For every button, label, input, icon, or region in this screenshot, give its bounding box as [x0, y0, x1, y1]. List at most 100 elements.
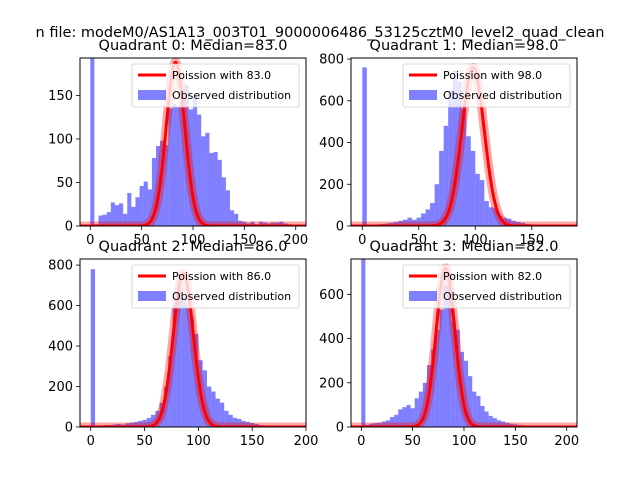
y-tick-label: 0	[65, 220, 73, 235]
histogram-bar	[484, 200, 489, 226]
histogram-bar	[416, 217, 422, 226]
histogram-bar	[430, 203, 435, 226]
histogram-bar	[448, 90, 453, 226]
histogram-bar	[520, 222, 526, 226]
x-tick-label: 100	[186, 434, 211, 449]
histogram-bar	[464, 360, 469, 427]
y-tick-label: 0	[336, 421, 344, 436]
y-tick-label: 200	[48, 380, 73, 395]
legend-label-poisson: Poission with 86.0	[172, 270, 271, 283]
poisson-curve	[80, 60, 306, 226]
histogram-bar	[114, 205, 120, 226]
histogram-bar	[125, 423, 130, 427]
x-tick-label: 200	[283, 233, 308, 248]
histogram-bar	[470, 150, 476, 226]
x-tick-label: 0	[357, 434, 365, 449]
histogram-bar	[258, 221, 263, 226]
histogram-bar	[225, 190, 230, 226]
histogram-bar	[164, 145, 169, 226]
histogram-bar	[138, 420, 143, 427]
legend-patch-swatch	[409, 291, 437, 301]
histogram-bar	[194, 333, 199, 427]
legend-label-observed: Observed distribution	[172, 290, 291, 303]
histogram-bar	[156, 145, 161, 226]
histogram-bar	[271, 222, 276, 226]
y-tick-label: 100	[48, 132, 73, 147]
legend-label-observed: Observed distribution	[172, 89, 291, 102]
histogram-bar	[209, 152, 214, 226]
histogram-bar	[151, 158, 157, 226]
histogram-bar	[279, 221, 284, 226]
histogram-bar	[493, 208, 498, 226]
plot-area	[351, 259, 577, 427]
histogram-bar	[466, 136, 471, 226]
subplot-title: Quadrant 1: Median=98.0	[370, 38, 559, 54]
histogram-bar	[461, 109, 467, 226]
histogram-bar	[98, 215, 103, 226]
histogram-bar	[509, 423, 514, 427]
histogram-bar	[201, 136, 206, 226]
legend: Poission with 83.0 Observed distribution	[131, 63, 300, 108]
figure-title: n file: modeM0/AS1A13_003T01_9000006486_…	[36, 25, 605, 41]
histogram-bar	[475, 173, 480, 226]
y-tick-label: 400	[48, 340, 73, 355]
legend-box	[131, 63, 300, 108]
subplot-quadrant-3: Quadrant 3: Median=82.0 0 50 100 150 200 0 200 4…	[319, 239, 579, 449]
y-tick-label: 600	[319, 94, 344, 109]
histogram-bar	[402, 219, 408, 226]
histogram-bar	[443, 125, 449, 226]
histogram-bar	[102, 214, 107, 226]
legend-patch-swatch	[138, 90, 166, 100]
y-tick-label: 0	[336, 220, 344, 235]
histogram-bar	[189, 317, 195, 427]
histogram-bar	[479, 180, 485, 226]
histogram-bar	[127, 192, 132, 226]
histogram-bar	[254, 423, 259, 427]
histogram-bar	[455, 329, 460, 427]
histogram-bar	[439, 309, 444, 427]
x-tick-label: 100	[181, 233, 206, 248]
plot-area	[80, 58, 306, 226]
histogram-bar	[468, 376, 473, 427]
histogram-bar	[451, 320, 456, 427]
subplot-title: Quadrant 3: Median=82.0	[370, 239, 559, 255]
x-tick-label: 150	[519, 233, 544, 248]
x-tick-label: 50	[411, 233, 428, 248]
histogram-bar	[472, 391, 477, 427]
histogram-bar	[135, 197, 140, 226]
histogram-bar	[250, 422, 255, 427]
histogram-bar	[484, 411, 489, 427]
y-tick-label: 600	[319, 288, 344, 303]
histogram-bar	[492, 418, 497, 427]
histogram-bar	[219, 402, 225, 427]
y-tick-label: 800	[319, 53, 344, 68]
legend-label-observed: Observed distribution	[443, 89, 562, 102]
histogram-bar	[215, 398, 220, 427]
legend-label-poisson: Poission with 83.0	[172, 69, 271, 82]
histogram-bar	[369, 423, 374, 427]
plot-area	[80, 268, 306, 427]
histogram-bar	[393, 221, 399, 226]
histogram-bar	[476, 396, 481, 427]
histogram-bar	[505, 422, 510, 427]
x-tick-label: 100	[452, 434, 477, 449]
histogram-bar	[480, 406, 485, 427]
histogram-bar	[398, 220, 403, 226]
x-tick-label: 50	[404, 434, 421, 449]
histogram-bar	[232, 417, 238, 427]
y-tick-label: 0	[65, 421, 73, 436]
histogram-bar	[110, 202, 115, 226]
histogram-bar	[206, 386, 212, 427]
histogram-bar	[146, 417, 152, 427]
histogram-bar	[447, 272, 452, 427]
histogram-bar	[439, 150, 444, 226]
histogram-bar	[250, 221, 255, 226]
subplot-quadrant-2: Quadrant 2: Median=86.0 0 50 100 150 200 0 200 4…	[48, 239, 318, 449]
histogram-bar	[221, 177, 226, 226]
legend-label-poisson: Poission with 82.0	[443, 270, 542, 283]
histogram-bar	[385, 420, 391, 427]
histogram-bar	[414, 398, 419, 427]
histogram-bar	[188, 109, 193, 226]
x-tick-label: 0	[87, 434, 95, 449]
histogram-bar	[496, 420, 501, 427]
